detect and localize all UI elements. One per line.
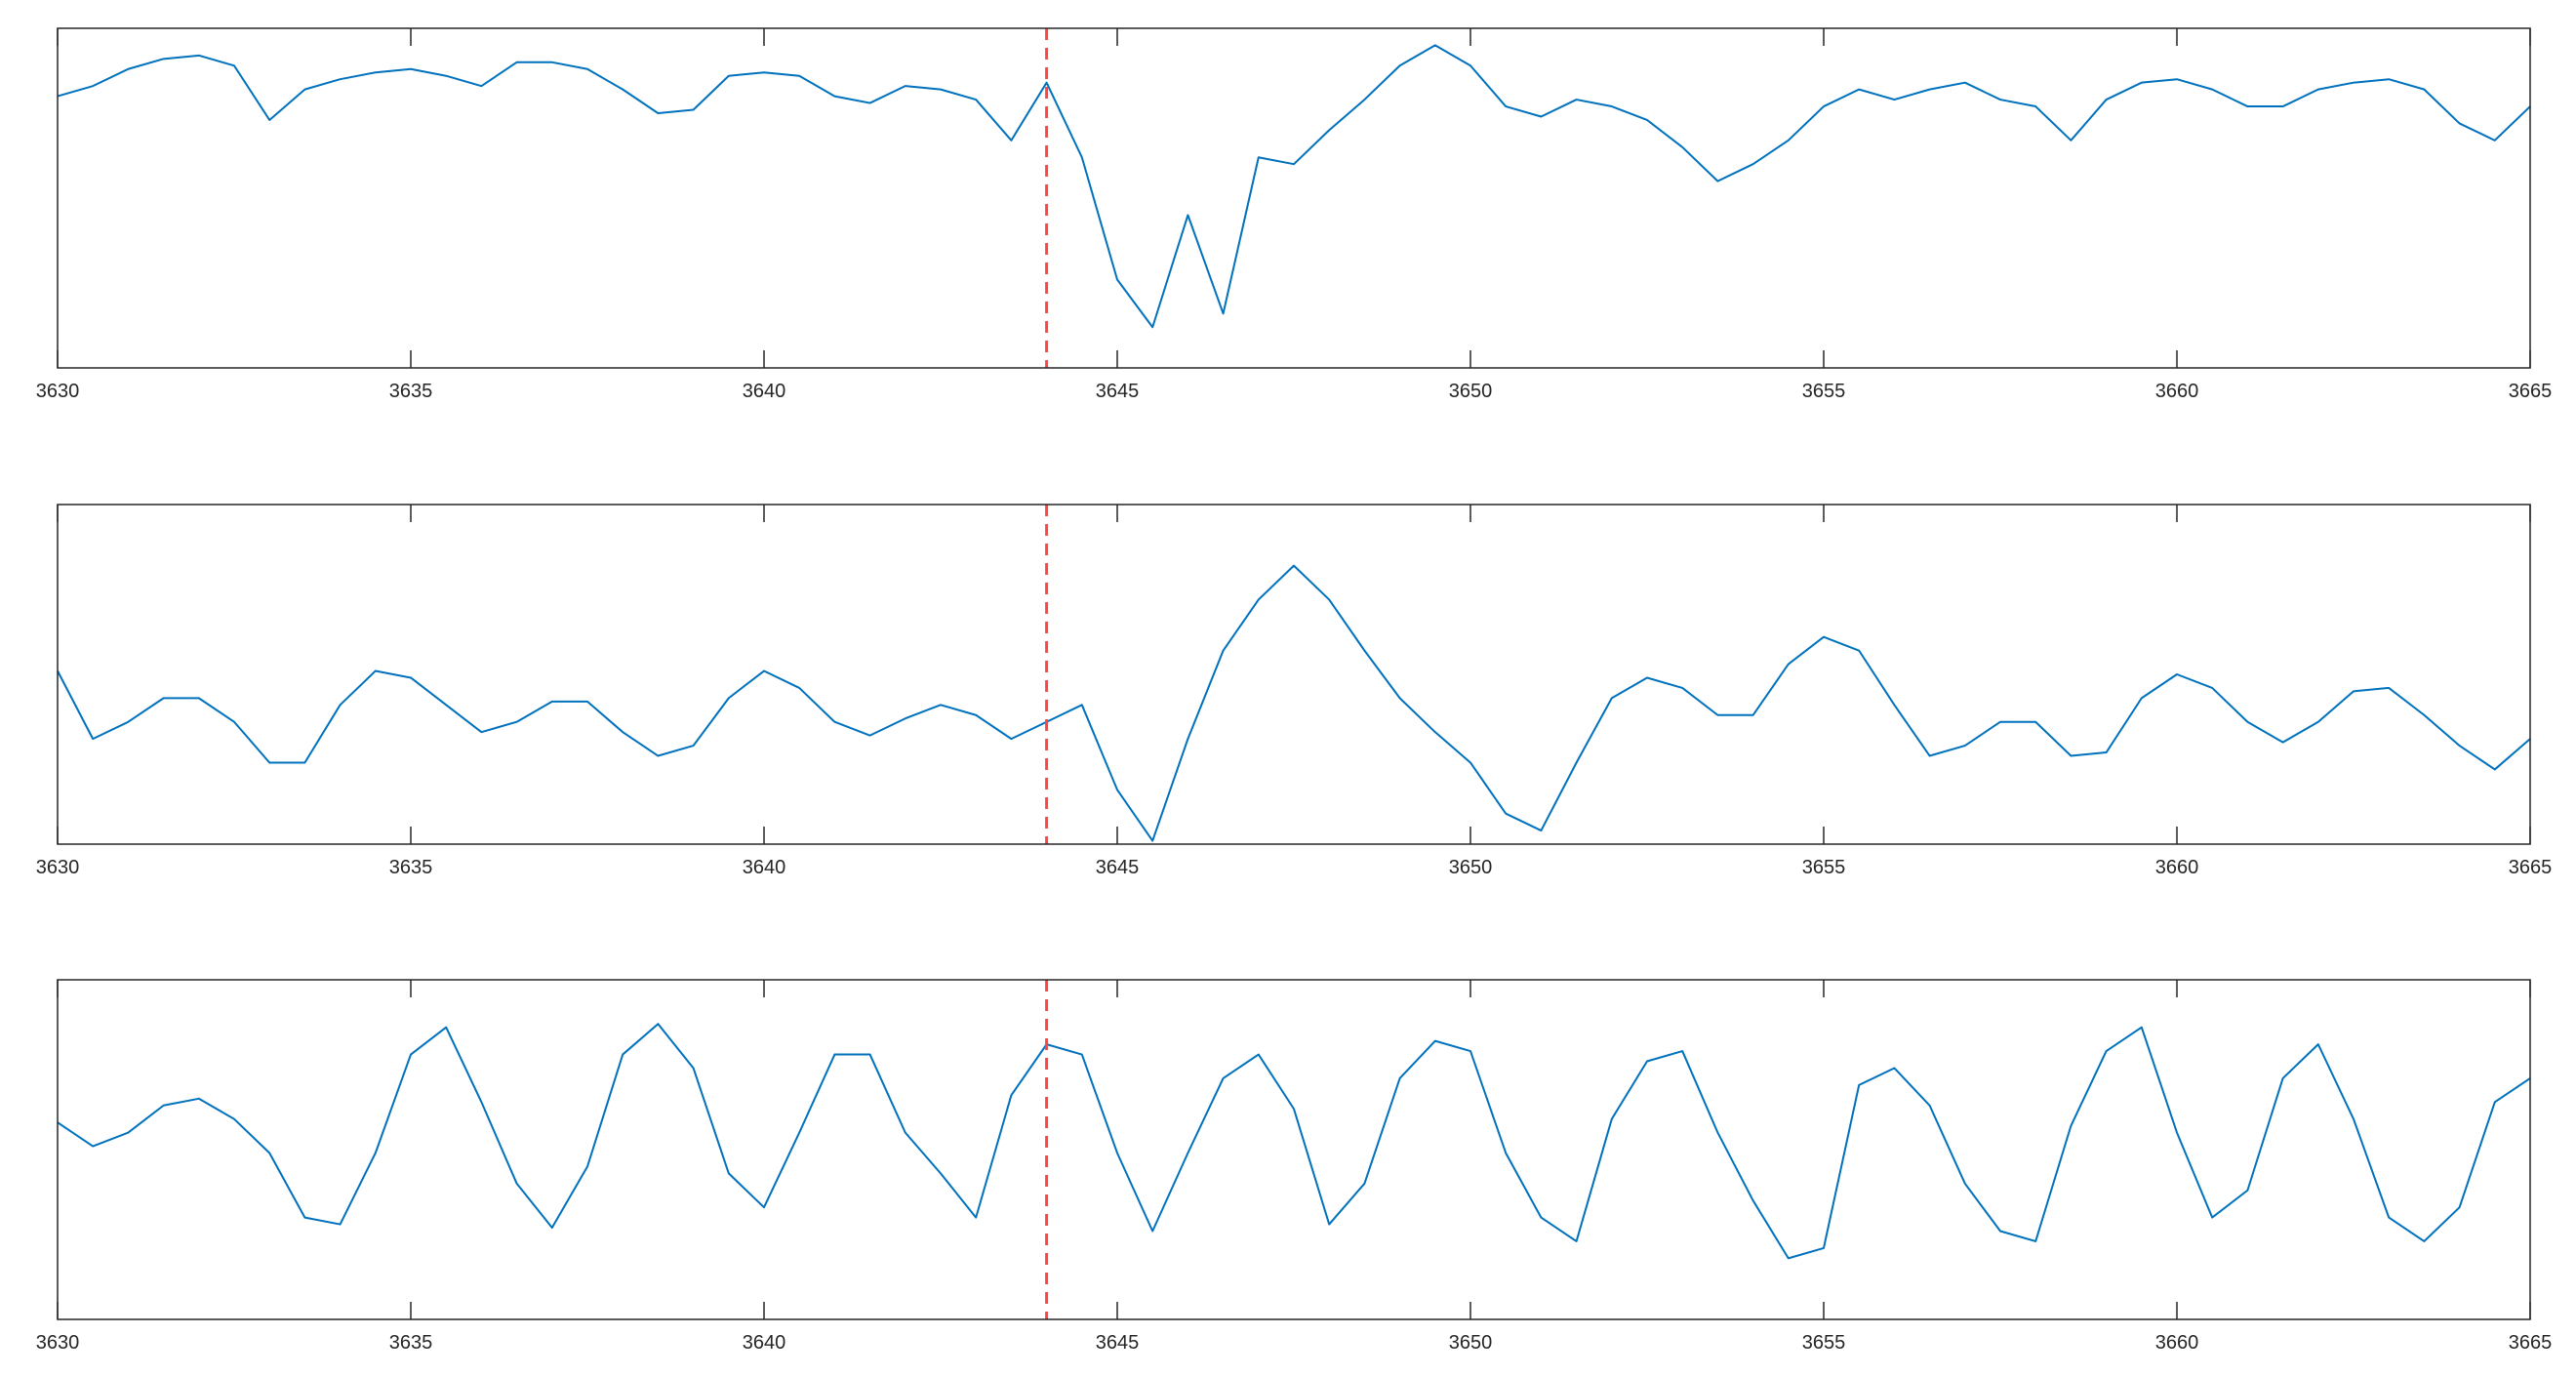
x-tick-label: 3635 [389,857,433,878]
x-tick-label: 3660 [2155,1332,2199,1354]
x-tick-label: 3665 [2509,381,2553,402]
x-tick-label: 3650 [1449,1332,1493,1354]
x-tick-label: 3650 [1449,857,1493,878]
x-tick-label: 3640 [743,857,786,878]
x-tick-label: 3645 [1096,1332,1140,1354]
x-tick-label: 3650 [1449,381,1493,402]
plot-area [58,505,2530,844]
x-tick-label: 3640 [743,1332,786,1354]
axes-box [57,979,2531,1320]
x-tick-label: 3635 [389,381,433,402]
x-tick-label: 3660 [2155,381,2199,402]
x-tick-label: 3630 [36,381,80,402]
x-tick-label: 3660 [2155,857,2199,878]
x-tick-label: 3655 [1802,1332,1846,1354]
plot-area [58,980,2530,1319]
data-line [57,1023,2531,1260]
axes-box [57,504,2531,845]
axes-box [57,27,2531,369]
x-tick-label: 3640 [743,381,786,402]
x-tick-label: 3630 [36,1332,80,1354]
data-line [57,44,2531,329]
x-tick-label: 3645 [1096,857,1140,878]
x-tick-label: 3655 [1802,857,1846,878]
plot-area [58,28,2530,368]
x-tick-label: 3630 [36,857,80,878]
x-tick-label: 3645 [1096,381,1140,402]
x-tick-label: 3655 [1802,381,1846,402]
x-tick-label: 3635 [389,1332,433,1354]
x-tick-label: 3665 [2509,857,2553,878]
x-tick-label: 3665 [2509,1332,2553,1354]
data-line [57,564,2531,842]
